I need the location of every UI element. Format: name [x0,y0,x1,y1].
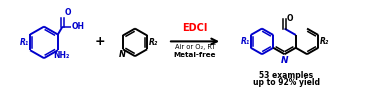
Text: +: + [94,35,105,48]
Text: N: N [118,50,125,59]
Text: EDCI: EDCI [182,23,208,32]
Text: 53 examples: 53 examples [259,71,314,80]
Text: R₁: R₁ [20,38,29,47]
Text: O: O [287,14,293,23]
Text: Air or O₂, RT: Air or O₂, RT [175,44,215,50]
Text: up to 92% yield: up to 92% yield [253,78,320,87]
Text: OH: OH [72,22,85,31]
Text: R₁: R₁ [240,37,250,46]
Text: R₂: R₂ [320,37,330,46]
Text: Metal-free: Metal-free [174,52,216,58]
Text: R₂: R₂ [149,38,158,47]
Text: O: O [64,8,71,17]
Text: N: N [281,56,288,65]
Text: NH₂: NH₂ [53,51,69,60]
